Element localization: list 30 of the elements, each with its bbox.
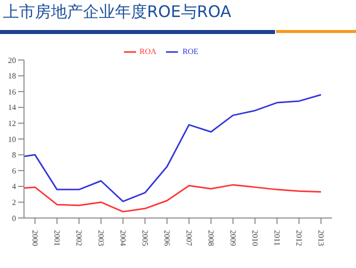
line-series	[24, 94, 322, 202]
y-tick-label: 16	[8, 87, 16, 96]
x-tick-label: 2001	[52, 230, 62, 246]
y-tick-label: 8	[12, 150, 16, 160]
y-tick-label: 2	[12, 198, 16, 208]
x-tick-label: 2005	[140, 230, 150, 246]
y-tick-label: 20	[8, 56, 16, 65]
x-tick-label: 2002	[74, 230, 84, 246]
y-tick-label: 4	[12, 182, 16, 192]
legend-label: ROE	[182, 46, 198, 56]
x-tick-label: 2007	[184, 230, 194, 246]
x-tick-label: 2008	[206, 230, 216, 246]
x-tick-label: 2000	[30, 230, 40, 246]
x-tick-label: 2006	[162, 230, 172, 246]
y-tick-label: 0	[12, 214, 16, 223]
legend-label: ROA	[140, 46, 156, 56]
x-tick-label: 2012	[294, 230, 304, 246]
y-tick-label: 18	[8, 72, 16, 81]
y-tick-label: 6	[12, 166, 16, 176]
y-tick-label: 10	[8, 134, 16, 144]
x-tick-label: 2010	[250, 230, 260, 246]
x-tick-label: 2013	[316, 230, 326, 246]
x-tick-label: 2009	[228, 230, 238, 246]
line-series	[24, 184, 322, 212]
y-tick-label: 12	[8, 119, 16, 128]
y-tick-label: 14	[8, 103, 16, 112]
x-tick-label: 2003	[96, 230, 106, 246]
x-tick-label: 2011	[272, 230, 282, 246]
chart-title: 上市房地产企业年度ROE与ROA	[3, 2, 232, 23]
x-tick-label: 2004	[118, 230, 128, 246]
